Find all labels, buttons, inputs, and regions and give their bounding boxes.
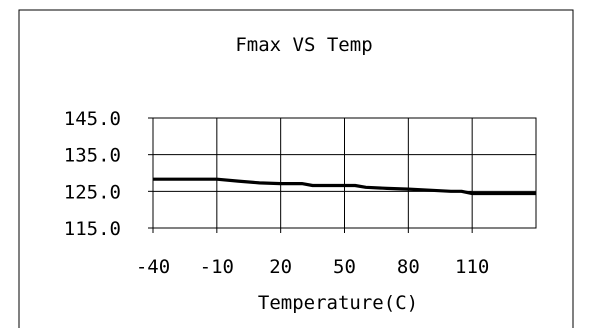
y-axis-ticks: 115.0 125.0 135.0 145.0 — [64, 108, 153, 240]
y-tick-label: 115.0 — [64, 218, 121, 240]
x-tick-label: 110 — [455, 256, 489, 278]
y-tick-label: 145.0 — [64, 108, 121, 130]
x-axis-label: Temperature(C) — [258, 292, 418, 314]
x-tick-label: 20 — [269, 256, 292, 278]
series-layer — [153, 177, 536, 196]
y-tick-label: 135.0 — [64, 145, 121, 167]
x-tick-label: -40 — [136, 256, 170, 278]
x-axis-ticks: -40 -10 20 50 80 110 — [136, 228, 489, 278]
y-tick-label: 125.0 — [64, 181, 121, 203]
x-tick-label: 80 — [397, 256, 420, 278]
grid — [153, 118, 536, 228]
outer-frame — [18, 9, 574, 328]
chart-title: Fmax VS Temp — [235, 34, 372, 56]
x-tick-label: -10 — [200, 256, 234, 278]
x-tick-label: 50 — [333, 256, 356, 278]
series-line — [153, 177, 536, 196]
